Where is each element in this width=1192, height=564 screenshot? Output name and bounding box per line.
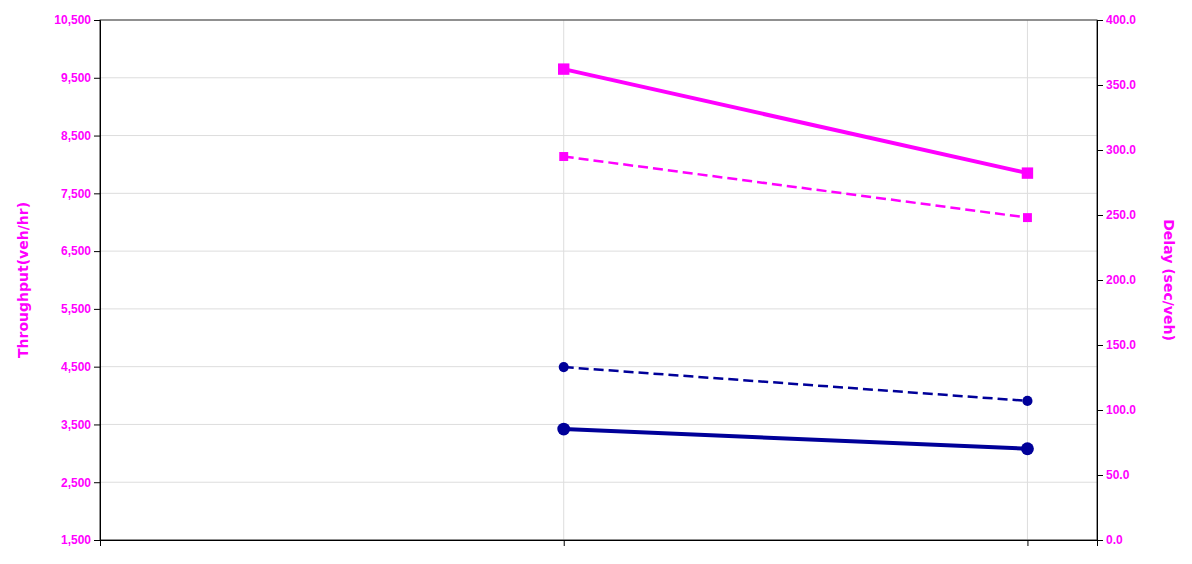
y-axis-tick: 8,500: [61, 129, 100, 143]
y-axis-tick-mark: [94, 193, 100, 194]
grid-line-y: [100, 193, 1097, 194]
plot-area: [557, 63, 1034, 455]
x-axis-tick: [564, 540, 565, 546]
series-marker: [559, 152, 568, 161]
y-axis-tick: 4,500: [61, 360, 100, 374]
y-axis-tick: 1,500: [61, 533, 100, 547]
y-axis-tick-label: 5,500: [61, 302, 91, 316]
y2-axis-tick: 0.0: [1097, 533, 1123, 547]
y-axis-tick-label: 6,500: [61, 244, 91, 258]
x-axis-tick-mark: [1027, 540, 1028, 546]
y-axis-tick-label: 7,500: [61, 187, 91, 201]
y-axis-tick: 3,500: [61, 418, 100, 432]
y-axis: 1,500 2,500 3,500 4,500 5,500 6,500 7,500 8,500…: [54, 13, 100, 547]
series-marker: [1022, 167, 1033, 178]
y-axis-tick-label: 8,500: [61, 129, 91, 143]
grid-line-y: [100, 251, 1097, 252]
y-axis-tick-label: 10,500: [54, 13, 91, 27]
x-axis-tick: [1027, 540, 1028, 546]
y2-axis-tick-label: 150.0: [1106, 338, 1136, 352]
y-axis-tick-mark: [94, 540, 100, 541]
series-marker: [559, 362, 569, 372]
y-axis-tick-mark: [94, 309, 100, 310]
y2-axis-tick: 250.0: [1097, 208, 1136, 222]
series-line: [564, 429, 1028, 449]
plot-frame: [100, 20, 1097, 540]
grid-line-y: [100, 308, 1097, 309]
y2-axis-tick-label: 400.0: [1106, 13, 1136, 27]
y2-axis-tick: 150.0: [1097, 338, 1136, 352]
grid: [100, 20, 1097, 540]
y2-axis-tick-label: 200.0: [1106, 273, 1136, 287]
y-axis-tick: 7,500: [61, 187, 100, 201]
y-axis-tick-label: 3,500: [61, 418, 91, 432]
y2-axis-tick: 100.0: [1097, 403, 1136, 417]
y2-axis-tick-mark: [1097, 475, 1103, 476]
y-axis-tick: 9,500: [61, 71, 100, 85]
x-axis-line: [101, 541, 1098, 547]
y-axis-tick-label: 1,500: [61, 533, 91, 547]
y-axis-tick-mark: [94, 78, 100, 79]
y-axis-tick-mark: [94, 424, 100, 425]
series-line: [564, 69, 1028, 173]
y2-axis-tick-mark: [1097, 540, 1103, 541]
grid-line-y: [100, 135, 1097, 136]
y-axis-tick: 10,500: [54, 13, 100, 27]
y2-axis-line: [1098, 21, 1104, 541]
y2-axis-tick-mark: [1097, 410, 1103, 411]
y2-axis-tick-label: 0.0: [1106, 533, 1123, 547]
grid-line-y: [100, 424, 1097, 425]
series-marker: [1021, 442, 1034, 455]
y-axis-tick-label: 2,500: [61, 476, 91, 490]
chart: 1,500 2,500 3,500 4,500 5,500 6,500 7,500 8,500…: [0, 0, 1192, 564]
grid-line-y: [100, 482, 1097, 483]
y2-axis-title: Delay (sec/veh): [1161, 219, 1177, 341]
y-axis-line: [94, 21, 101, 541]
y-axis-tick: 2,500: [61, 476, 100, 490]
series-marker: [557, 423, 570, 436]
grid-line-y: [100, 366, 1097, 367]
y2-axis-tick-mark: [1097, 85, 1103, 86]
y-axis-tick-mark: [94, 367, 100, 368]
y-axis-tick-mark: [94, 482, 100, 483]
x-axis: [101, 540, 1098, 546]
y-axis-tick-label: 4,500: [61, 360, 91, 374]
grid-line-x: [563, 20, 564, 540]
y-axis-tick-mark: [94, 251, 100, 252]
series-line: [564, 157, 1028, 218]
x-axis-tick-mark: [564, 540, 565, 546]
y2-axis-tick-mark: [1097, 345, 1103, 346]
y2-axis-tick-mark: [1097, 215, 1103, 216]
y2-axis-tick-label: 100.0: [1106, 403, 1136, 417]
y2-axis-tick: 350.0: [1097, 78, 1136, 92]
y2-axis-tick-label: 250.0: [1106, 208, 1136, 222]
y2-axis-tick: 50.0: [1097, 468, 1130, 482]
y-axis-tick-mark: [94, 136, 100, 137]
grid-line-x: [1027, 20, 1028, 540]
y2-axis-tick-label: 350.0: [1106, 78, 1136, 92]
y-axis-title: Throughput(veh/hr): [15, 202, 31, 358]
y-axis-tick: 6,500: [61, 244, 100, 258]
y-axis-tick: 5,500: [61, 302, 100, 316]
y2-axis-tick-label: 300.0: [1106, 143, 1136, 157]
y2-axis-tick-label: 50.0: [1106, 468, 1130, 482]
series-marker: [1022, 396, 1032, 406]
series-line: [564, 367, 1028, 401]
y-axis-tick-mark: [94, 20, 100, 21]
y2-axis-tick: 200.0: [1097, 273, 1136, 287]
y2-axis: 0.0 50.0 100.0 150.0 200.0 250.0 300.0 350.0 400…: [1097, 13, 1136, 547]
y2-axis-tick-mark: [1097, 280, 1103, 281]
y-axis-tick-label: 9,500: [61, 71, 91, 85]
series-marker: [1023, 213, 1032, 222]
series-marker: [558, 63, 569, 74]
y2-axis-tick-mark: [1097, 20, 1103, 21]
y2-axis-tick-mark: [1097, 150, 1103, 151]
y2-axis-tick: 400.0: [1097, 13, 1136, 27]
y2-axis-tick: 300.0: [1097, 143, 1136, 157]
